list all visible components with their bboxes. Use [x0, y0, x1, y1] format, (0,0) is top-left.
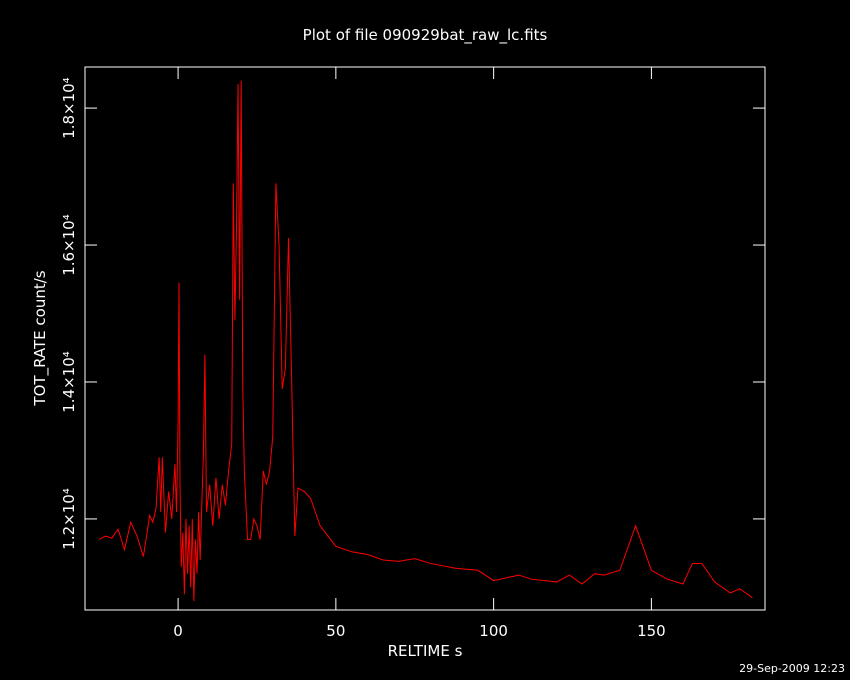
- timestamp: 29-Sep-2009 12:23: [739, 662, 845, 675]
- y-tick-label: 1.6×10⁴: [60, 214, 78, 276]
- y-axis-label: TOT_RATE count/s: [31, 270, 50, 406]
- data-line: [98, 80, 753, 602]
- x-axis-label: RELTIME s: [388, 642, 463, 660]
- y-tick-label: 1.4×10⁴: [60, 351, 78, 413]
- x-tick-label: 100: [479, 622, 508, 640]
- y-tick-label: 1.2×10⁴: [60, 488, 78, 550]
- y-tick-label: 1.8×10⁴: [60, 77, 78, 139]
- x-tick-label: 150: [637, 622, 666, 640]
- x-tick-label: 50: [326, 622, 345, 640]
- chart-title: Plot of file 090929bat_raw_lc.fits: [303, 26, 548, 45]
- x-tick-label: 0: [173, 622, 183, 640]
- plot-frame: [84, 66, 766, 611]
